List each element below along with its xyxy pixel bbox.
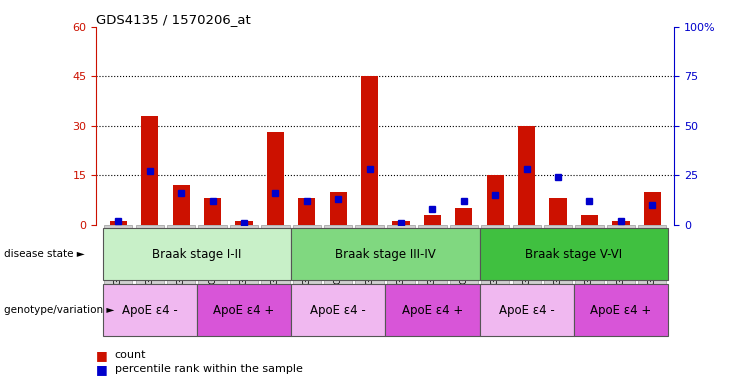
Bar xyxy=(385,284,479,336)
Bar xyxy=(455,208,473,225)
Text: ApoE ε4 -: ApoE ε4 - xyxy=(499,304,554,316)
FancyBboxPatch shape xyxy=(481,225,509,308)
Text: disease state ►: disease state ► xyxy=(4,249,84,260)
FancyBboxPatch shape xyxy=(513,225,541,308)
Bar xyxy=(361,76,378,225)
FancyBboxPatch shape xyxy=(199,225,227,308)
Bar xyxy=(487,175,504,225)
FancyBboxPatch shape xyxy=(356,225,384,308)
Text: Braak stage I-II: Braak stage I-II xyxy=(152,248,242,261)
Text: Braak stage III-IV: Braak stage III-IV xyxy=(335,248,436,261)
FancyBboxPatch shape xyxy=(104,225,133,308)
Bar xyxy=(197,284,291,336)
FancyBboxPatch shape xyxy=(387,225,415,308)
Bar xyxy=(479,228,668,280)
Text: ApoE ε4 -: ApoE ε4 - xyxy=(122,304,178,316)
Text: genotype/variation ►: genotype/variation ► xyxy=(4,305,114,315)
FancyBboxPatch shape xyxy=(419,225,447,308)
Bar xyxy=(549,198,567,225)
FancyBboxPatch shape xyxy=(450,225,478,308)
FancyBboxPatch shape xyxy=(544,225,572,308)
Bar xyxy=(330,192,347,225)
Bar xyxy=(102,284,197,336)
Bar xyxy=(204,198,222,225)
Bar xyxy=(518,126,535,225)
Bar xyxy=(110,221,127,225)
Bar xyxy=(298,198,316,225)
FancyBboxPatch shape xyxy=(262,225,290,308)
Text: ApoE ε4 +: ApoE ε4 + xyxy=(591,304,651,316)
Bar xyxy=(644,192,661,225)
Bar xyxy=(267,132,284,225)
FancyBboxPatch shape xyxy=(230,225,258,308)
Text: ■: ■ xyxy=(96,363,108,376)
Bar xyxy=(612,221,630,225)
FancyBboxPatch shape xyxy=(293,225,321,308)
Bar xyxy=(479,284,574,336)
Bar xyxy=(393,221,410,225)
Text: ApoE ε4 +: ApoE ε4 + xyxy=(402,304,463,316)
Bar xyxy=(291,284,385,336)
Bar xyxy=(424,215,441,225)
Text: ApoE ε4 -: ApoE ε4 - xyxy=(310,304,366,316)
Bar xyxy=(141,116,159,225)
Bar xyxy=(581,215,598,225)
Bar xyxy=(236,221,253,225)
Text: GDS4135 / 1570206_at: GDS4135 / 1570206_at xyxy=(96,13,251,26)
FancyBboxPatch shape xyxy=(167,225,196,308)
Text: ApoE ε4 +: ApoE ε4 + xyxy=(213,304,275,316)
FancyBboxPatch shape xyxy=(607,225,635,308)
FancyBboxPatch shape xyxy=(575,225,604,308)
Bar xyxy=(291,228,479,280)
Text: percentile rank within the sample: percentile rank within the sample xyxy=(115,364,303,374)
FancyBboxPatch shape xyxy=(136,225,164,308)
Text: ■: ■ xyxy=(96,349,108,362)
Bar xyxy=(173,185,190,225)
Bar xyxy=(102,228,291,280)
FancyBboxPatch shape xyxy=(638,225,666,308)
Text: Braak stage V-VI: Braak stage V-VI xyxy=(525,248,622,261)
FancyBboxPatch shape xyxy=(324,225,352,308)
Text: count: count xyxy=(115,350,147,360)
Bar xyxy=(574,284,668,336)
